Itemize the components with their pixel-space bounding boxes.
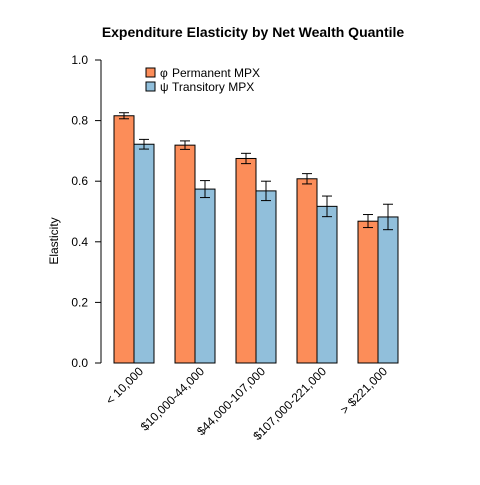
bar [133,143,155,364]
bar [113,115,135,364]
bar [296,178,318,364]
bar [174,144,196,364]
legend-swatch [145,67,156,78]
legend-label: Permanent MPX [172,66,260,80]
bar [377,216,399,364]
chart-title: Expenditure Elasticity by Net Wealth Qua… [102,24,405,40]
legend-symbol: ψ [160,80,169,94]
y-tick-label: 0.0 [71,356,88,370]
legend-label: Transitory MPX [172,80,254,94]
y-tick-label: 0.6 [71,174,88,188]
bar [194,188,216,364]
bar [255,190,277,364]
y-tick-label: 1.0 [71,53,88,67]
y-axis: 0.0 0.2 0.4 0.6 0.8 1.0 [71,53,102,370]
legend-swatch [145,81,156,92]
bar [316,205,338,364]
bar [235,157,257,364]
y-axis-label: Elasticity [47,217,61,264]
y-tick-label: 0.2 [71,295,88,309]
bar [357,220,379,364]
bars [113,112,399,364]
y-tick-label: 0.8 [71,114,88,128]
y-tick-label: 0.4 [71,235,88,249]
legend-symbol: φ [160,66,168,80]
